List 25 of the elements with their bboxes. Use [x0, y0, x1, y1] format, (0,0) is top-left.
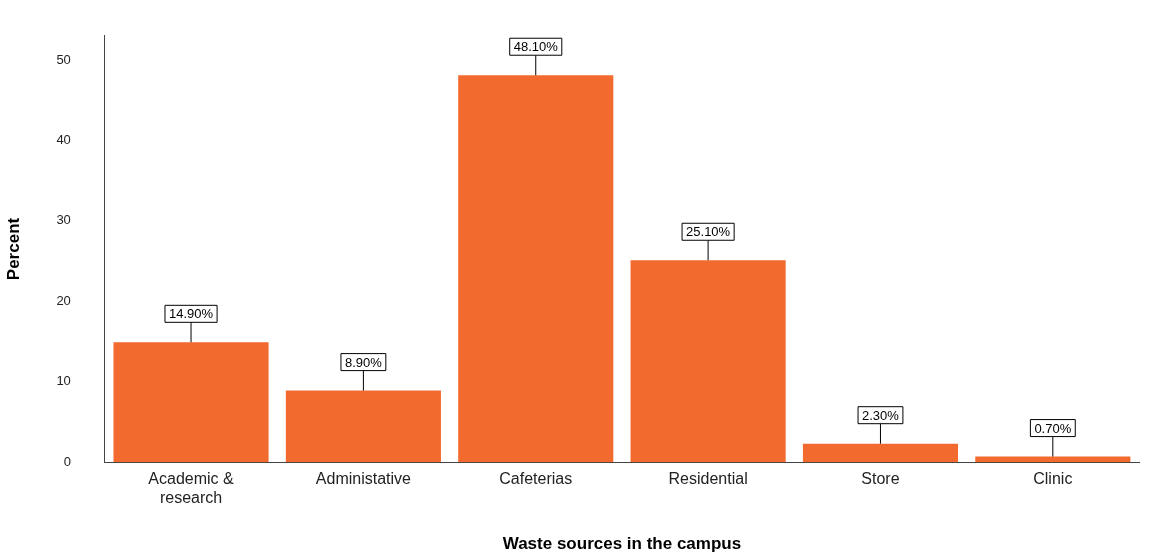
- x-axis-title: Waste sources in the campus: [502, 534, 742, 554]
- y-tick-label: 30: [56, 212, 71, 228]
- bar: [630, 260, 786, 463]
- bar: [285, 390, 441, 463]
- bar: [802, 443, 959, 463]
- y-tick-label: 40: [56, 131, 71, 147]
- y-tick-label: 50: [56, 51, 71, 67]
- y-tick-label: 10: [56, 373, 71, 389]
- x-tick-label: Academic & research: [148, 470, 235, 507]
- x-tick-label: Cafeterias: [499, 470, 573, 488]
- data-label: 14.90%: [168, 306, 214, 322]
- bar: [458, 75, 614, 463]
- y-tick-label: 0: [63, 453, 71, 469]
- y-axis-title: Percent: [3, 217, 23, 281]
- data-label: 25.10%: [686, 224, 731, 240]
- x-tick-label: Residential: [668, 470, 748, 488]
- bar: [113, 342, 269, 463]
- x-tick-label: Store: [861, 470, 900, 488]
- data-label: 48.10%: [513, 39, 559, 55]
- y-tick-label: 20: [56, 292, 71, 308]
- data-label: 8.90%: [344, 354, 383, 370]
- data-label: 0.70%: [1034, 420, 1072, 436]
- x-tick-label: Clinic: [1033, 470, 1073, 488]
- data-label: 2.30%: [862, 407, 900, 423]
- x-tick-label: Administative: [315, 470, 412, 488]
